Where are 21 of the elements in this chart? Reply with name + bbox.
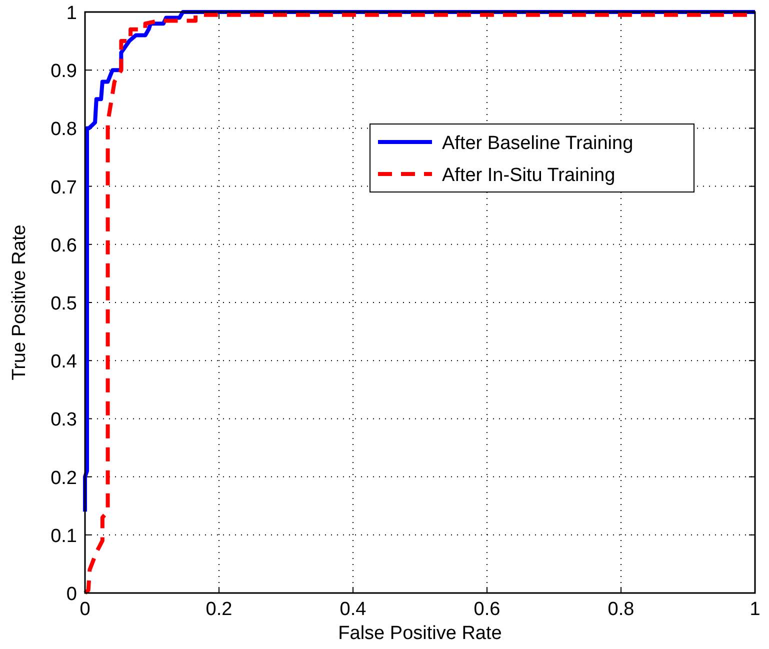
x-tick-label: 0.2 <box>206 599 232 620</box>
y-tick-label: 0.4 <box>50 352 78 373</box>
y-tick-label: 0.8 <box>50 119 77 140</box>
x-tick-label: 0 <box>80 599 90 620</box>
y-tick-label: 0.9 <box>50 61 77 82</box>
legend-label: After Baseline Training <box>442 133 634 154</box>
x-tick-label: 0.6 <box>474 599 500 620</box>
legend-label: After In-Situ Training <box>442 165 616 186</box>
x-tick-label: 0.4 <box>340 599 367 620</box>
x-tick-label: 0.8 <box>608 599 634 620</box>
y-tick-label: 0.1 <box>50 526 77 547</box>
y-tick-label: 0.3 <box>50 410 77 431</box>
y-tick-label: 0.6 <box>50 235 77 256</box>
y-tick-label: 0.2 <box>50 468 77 489</box>
y-tick-label: 0 <box>66 584 77 605</box>
y-axis-title: True Positive Rate <box>9 224 30 380</box>
y-tick-label: 0.7 <box>50 177 77 198</box>
x-axis-title: False Positive Rate <box>338 623 502 644</box>
y-tick-label: 0.5 <box>50 294 77 314</box>
x-tick-label: 1 <box>750 599 760 620</box>
y-tick-label: 1 <box>66 3 77 24</box>
